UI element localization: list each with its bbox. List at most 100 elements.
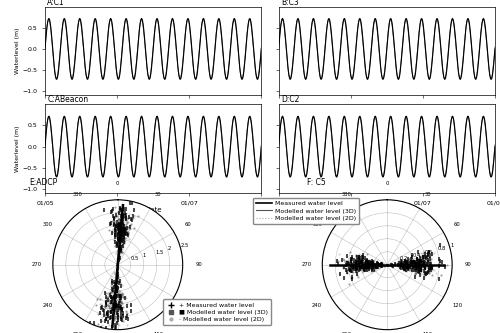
Point: [362, 266, 370, 271]
Point: [371, 262, 379, 267]
Point: [342, 258, 350, 263]
Point: [123, 300, 131, 306]
Point: [112, 285, 120, 290]
Point: [370, 262, 378, 268]
Point: [365, 261, 373, 266]
Point: [406, 263, 414, 268]
Point: [112, 300, 120, 305]
Point: [113, 276, 121, 282]
Point: [369, 263, 377, 268]
Point: [362, 265, 370, 270]
Point: [424, 260, 432, 266]
Point: [406, 260, 413, 265]
Point: [114, 227, 122, 232]
Point: [410, 264, 418, 269]
Point: [372, 265, 380, 270]
Point: [129, 216, 137, 221]
Point: [128, 200, 136, 206]
Point: [390, 263, 398, 268]
Point: [424, 266, 432, 271]
Point: [443, 263, 451, 268]
Point: [397, 262, 405, 268]
Point: [418, 260, 426, 265]
Point: [362, 262, 370, 267]
Point: [114, 297, 122, 302]
Point: [348, 262, 356, 267]
Point: [352, 263, 360, 269]
Point: [434, 263, 442, 269]
Point: [126, 214, 134, 220]
Point: [116, 220, 124, 225]
Point: [119, 328, 127, 333]
Point: [106, 227, 114, 233]
Point: [118, 229, 126, 235]
Point: [116, 304, 124, 310]
Point: [360, 266, 368, 272]
Point: [354, 255, 362, 260]
Point: [363, 265, 371, 270]
Point: [105, 308, 113, 314]
Point: [119, 221, 127, 227]
Point: [404, 257, 412, 262]
Point: [114, 231, 122, 237]
Point: [410, 266, 418, 271]
Point: [360, 261, 368, 266]
Point: [362, 266, 370, 271]
Point: [115, 237, 123, 242]
Point: [111, 204, 119, 210]
Point: [102, 302, 110, 308]
Point: [362, 261, 370, 267]
Point: [373, 261, 381, 266]
Point: [352, 265, 360, 270]
Point: [114, 313, 122, 318]
Point: [114, 217, 122, 222]
Point: [346, 268, 354, 273]
Point: [114, 286, 122, 291]
Point: [420, 271, 428, 276]
Point: [122, 215, 130, 220]
Point: [412, 260, 420, 266]
Point: [116, 228, 124, 233]
Point: [121, 237, 129, 243]
Point: [110, 295, 118, 300]
Point: [120, 229, 128, 234]
Point: [124, 317, 132, 322]
Point: [116, 250, 124, 256]
Point: [414, 262, 422, 267]
Point: [404, 260, 412, 265]
Point: [114, 255, 122, 260]
Point: [400, 264, 407, 270]
Point: [350, 259, 358, 265]
Point: [352, 261, 360, 266]
Point: [122, 219, 130, 225]
Point: [411, 266, 419, 272]
Point: [114, 266, 122, 272]
Point: [404, 257, 411, 263]
Point: [362, 260, 370, 265]
Point: [121, 210, 129, 216]
Point: [112, 278, 120, 284]
Point: [364, 263, 372, 268]
Point: [116, 247, 124, 252]
Point: [420, 250, 428, 256]
Point: [404, 258, 412, 263]
Point: [360, 263, 368, 268]
Point: [356, 267, 364, 272]
Point: [120, 224, 128, 229]
Point: [402, 259, 410, 264]
Point: [116, 238, 124, 244]
Point: [98, 304, 106, 310]
Point: [115, 296, 123, 301]
Point: [106, 221, 114, 226]
Point: [115, 239, 123, 245]
Point: [362, 264, 370, 269]
Point: [114, 303, 122, 308]
Point: [406, 267, 413, 272]
Point: [395, 260, 403, 266]
Point: [122, 206, 130, 211]
Point: [341, 265, 349, 270]
Point: [348, 268, 356, 273]
Point: [101, 318, 109, 324]
Point: [366, 261, 374, 266]
Point: [362, 255, 370, 260]
